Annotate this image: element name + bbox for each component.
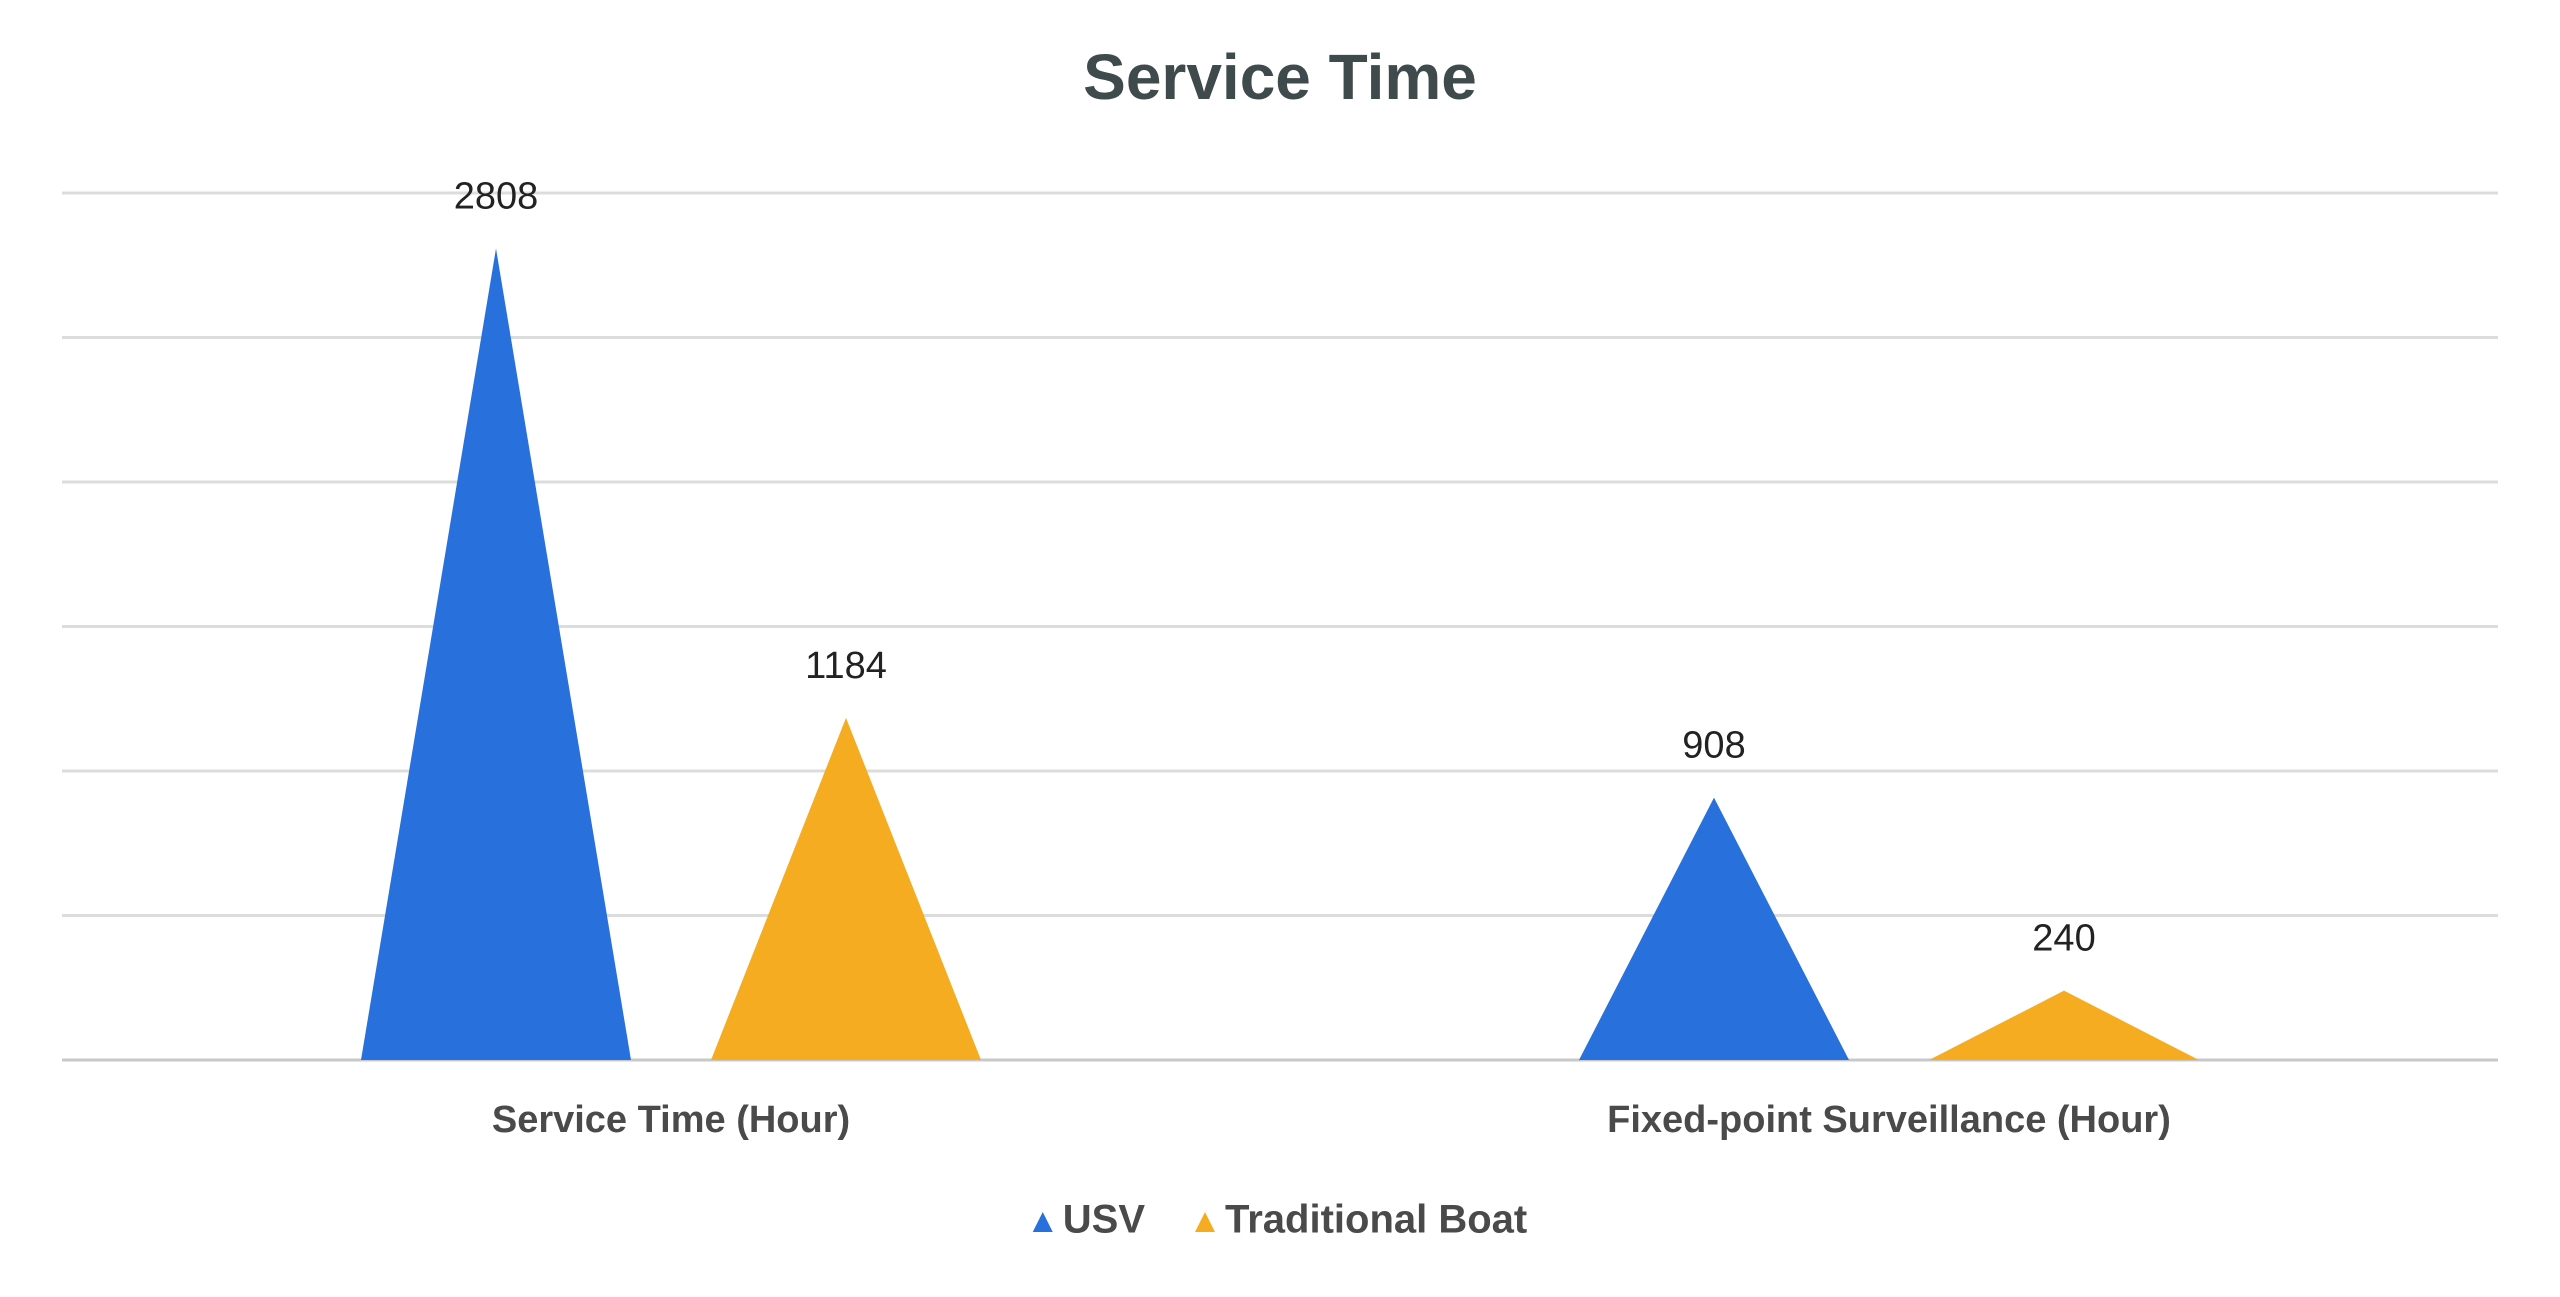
x-tick-label: Fixed-point Surveillance (Hour) bbox=[1607, 1099, 2171, 1141]
triangle-bar bbox=[711, 717, 981, 1060]
legend-marker bbox=[1032, 1212, 1053, 1232]
legend-label: Traditional Boat bbox=[1225, 1198, 1527, 1242]
data-label: 240 bbox=[2032, 918, 2095, 960]
legend: USV Traditional Boat bbox=[1032, 1198, 1527, 1242]
triangle-bar bbox=[1579, 797, 1849, 1060]
legend-marker bbox=[1195, 1212, 1215, 1232]
data-label: 2808 bbox=[454, 176, 539, 218]
triangle-bar bbox=[1929, 990, 2199, 1060]
data-label: 1184 bbox=[805, 645, 887, 687]
legend-label: USV bbox=[1063, 1198, 1146, 1242]
legend-item: Traditional Boat bbox=[1195, 1198, 1527, 1242]
legend-item: USV bbox=[1032, 1198, 1146, 1242]
triangle-bar bbox=[361, 248, 631, 1060]
x-tick-label: Service Time (Hour) bbox=[492, 1099, 850, 1141]
chart-title: Service Time bbox=[1083, 41, 1477, 113]
data-label: 908 bbox=[1682, 725, 1745, 767]
